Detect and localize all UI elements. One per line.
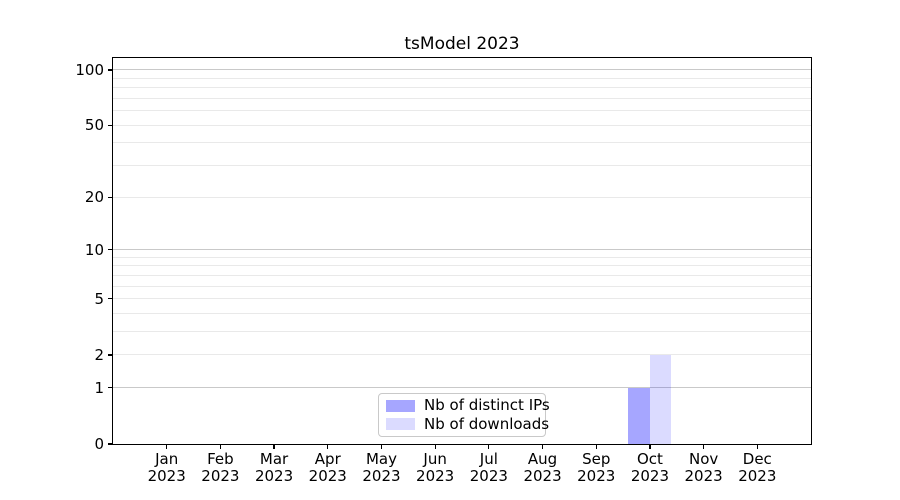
x-tick-label-year: 2023 — [469, 467, 508, 485]
x-tick-label-year: 2023 — [254, 467, 294, 485]
minor-gridline — [113, 256, 811, 258]
y-tick-label: 20 — [84, 188, 104, 207]
minor-gridline — [113, 313, 811, 315]
x-tick-label-year: 2023 — [416, 467, 455, 485]
x-tick-label-year: 2023 — [362, 467, 401, 485]
x-tick-mark — [541, 444, 544, 449]
minor-gridline — [113, 285, 811, 287]
minor-gridline — [113, 165, 811, 167]
minor-gridline — [113, 87, 811, 89]
x-tick-mark — [434, 444, 436, 449]
minor-gridline — [113, 110, 811, 112]
minor-gridline — [113, 196, 811, 198]
bar-downloads — [649, 354, 672, 444]
x-tick-label-month: Nov — [688, 450, 719, 468]
x-tick-label-month: Jun — [423, 450, 447, 468]
x-tick-mark — [595, 444, 597, 449]
major-gridline — [113, 387, 811, 389]
minor-gridline — [113, 298, 811, 300]
minor-gridline — [113, 142, 811, 144]
x-tick-label-month: Jul — [479, 450, 498, 468]
x-tick-label-month: Mar — [259, 450, 289, 468]
y-tick-label: 2 — [94, 345, 104, 364]
legend: Nb of distinct IPs Nb of downloads — [378, 393, 550, 437]
x-tick-mark — [219, 444, 222, 449]
legend-item-downloads: Nb of downloads — [386, 415, 549, 433]
y-tick-label: 50 — [84, 116, 104, 135]
minor-gridline — [113, 274, 811, 276]
major-gridline — [113, 69, 811, 71]
x-tick-label-month: Sep — [582, 450, 611, 468]
legend-label-distinct-ips: Nb of distinct IPs — [424, 396, 550, 415]
x-tick-mark — [166, 444, 168, 449]
x-tick-label-year: 2023 — [201, 467, 240, 485]
legend-item-distinct-ips: Nb of distinct IPs — [386, 397, 550, 414]
x-tick-label-month: Jan — [155, 450, 179, 468]
x-tick-label-month: May — [365, 450, 397, 468]
x-tick-mark — [380, 444, 383, 449]
minor-gridline — [113, 265, 811, 267]
major-gridline — [113, 249, 811, 251]
y-tick-mark — [108, 248, 113, 251]
minor-gridline — [113, 124, 811, 126]
minor-gridline — [113, 97, 811, 99]
y-tick-label: 100 — [75, 60, 104, 79]
y-tick-mark — [108, 354, 113, 356]
y-tick-mark — [108, 124, 113, 126]
x-tick-label-month: Dec — [742, 450, 772, 468]
x-tick-mark — [273, 444, 275, 449]
minor-gridline — [113, 77, 811, 79]
x-tick-mark — [702, 444, 705, 449]
x-tick-label-year: 2023 — [630, 467, 670, 485]
y-tick-mark — [108, 298, 113, 300]
x-tick-label-year: 2023 — [577, 467, 616, 485]
minor-gridline — [113, 331, 811, 333]
chart-title: tsModel 2023 — [404, 34, 520, 54]
minor-gridline — [113, 354, 811, 356]
x-tick-label-year: 2023 — [523, 467, 562, 485]
y-tick-label: 1 — [94, 378, 104, 397]
y-tick-label: 5 — [94, 289, 104, 308]
y-tick-mark — [108, 196, 113, 198]
y-tick-mark — [108, 387, 113, 389]
legend-swatch-downloads-icon — [386, 418, 415, 431]
x-tick-label-year: 2023 — [308, 467, 347, 485]
x-tick-label-year: 2023 — [147, 467, 186, 485]
y-tick-label: 0 — [94, 435, 104, 453]
x-tick-mark — [649, 444, 651, 449]
x-tick-mark — [488, 444, 490, 449]
legend-label-downloads: Nb of downloads — [424, 414, 550, 433]
y-tick-label: 10 — [84, 240, 104, 259]
x-tick-label-month: Apr — [314, 450, 341, 468]
bar-distinct-ips — [628, 387, 650, 444]
x-tick-label-month: Aug — [527, 450, 558, 468]
x-tick-label-year: 2023 — [738, 467, 777, 485]
x-tick-label-month: Feb — [207, 450, 234, 468]
legend-swatch-distinct-ips-icon — [386, 399, 415, 412]
x-tick-mark — [327, 444, 329, 449]
x-tick-label-month: Oct — [636, 450, 663, 468]
y-tick-mark — [108, 443, 113, 445]
x-tick-mark — [756, 444, 758, 449]
x-tick-label-year: 2023 — [684, 467, 723, 485]
y-tick-mark — [108, 69, 113, 71]
